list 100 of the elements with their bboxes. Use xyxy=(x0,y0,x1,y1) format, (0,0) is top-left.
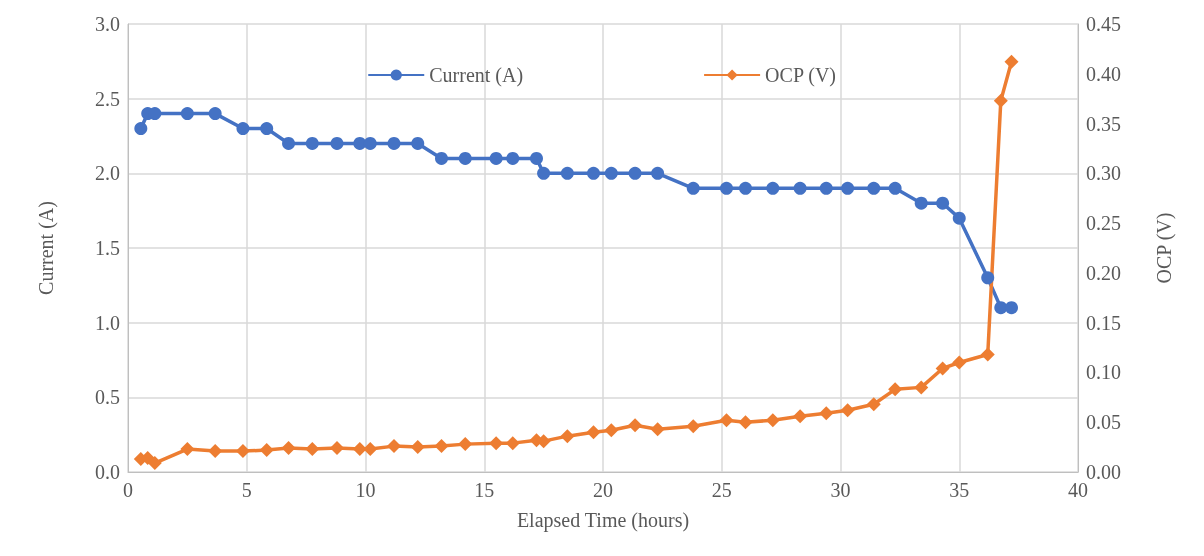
point xyxy=(434,439,449,454)
point xyxy=(330,441,344,456)
point xyxy=(530,151,543,165)
point xyxy=(410,440,425,455)
point xyxy=(604,423,619,438)
point xyxy=(914,380,929,395)
point xyxy=(363,136,377,150)
y-tick-label: 1.5 xyxy=(95,237,120,259)
x-tick-label: 15 xyxy=(474,479,495,501)
point xyxy=(411,136,425,150)
y2-tick-label: 0.00 xyxy=(1086,461,1121,483)
point xyxy=(888,181,902,195)
point xyxy=(560,429,575,444)
point xyxy=(765,413,780,428)
y2-tick-label: 0.10 xyxy=(1086,361,1121,384)
point xyxy=(180,107,194,121)
point xyxy=(134,122,148,136)
point xyxy=(980,347,995,362)
y-tick-label: 3.0 xyxy=(95,13,120,35)
point xyxy=(720,181,733,195)
point xyxy=(866,397,881,412)
point xyxy=(952,355,967,370)
point xyxy=(650,422,665,437)
point xyxy=(686,181,700,195)
point xyxy=(180,442,195,457)
point xyxy=(952,211,966,225)
point xyxy=(738,415,753,430)
x-tick-label: 25 xyxy=(711,479,732,501)
y-tick-label: 2.5 xyxy=(95,87,120,110)
y2-axis-title: OCP (V) xyxy=(1153,212,1176,284)
point xyxy=(458,151,472,165)
point xyxy=(236,122,250,136)
point xyxy=(353,136,367,150)
x-tick-label: 35 xyxy=(949,479,970,501)
point xyxy=(305,442,320,457)
y-tick-label: 0.0 xyxy=(95,461,120,483)
point xyxy=(888,382,903,397)
y-axis-title: Current (A) xyxy=(35,201,58,295)
point xyxy=(387,439,401,454)
point xyxy=(981,271,995,285)
point xyxy=(506,151,520,165)
point xyxy=(935,361,950,376)
y2-tick-label: 0.05 xyxy=(1086,411,1121,434)
point xyxy=(489,436,504,451)
point xyxy=(281,441,296,456)
y-tick-label: 0.5 xyxy=(95,386,120,409)
point xyxy=(458,437,473,452)
point xyxy=(994,301,1008,315)
point xyxy=(819,406,834,421)
point xyxy=(793,181,807,195)
y-tick-label: 1.0 xyxy=(95,311,120,334)
point xyxy=(352,442,367,457)
point xyxy=(208,107,222,121)
point xyxy=(489,151,503,165)
point xyxy=(686,419,701,434)
point xyxy=(363,442,378,457)
point xyxy=(993,93,1008,108)
x-tick-label: 30 xyxy=(830,479,851,501)
legend-label: Current (A) xyxy=(429,64,524,87)
point xyxy=(259,443,274,458)
point xyxy=(147,456,162,471)
point xyxy=(766,181,780,195)
x-axis-title: Elapsed Time (hours) xyxy=(516,509,690,532)
point xyxy=(914,196,928,210)
point xyxy=(841,181,855,195)
x-tick-label: 40 xyxy=(1068,479,1088,501)
y2-tick-label: 0.30 xyxy=(1086,162,1121,185)
y2-tick-label: 0.35 xyxy=(1086,112,1121,135)
point xyxy=(260,122,274,136)
point xyxy=(537,166,551,180)
y-tick-label: 2.0 xyxy=(95,162,120,185)
y2-tick-label: 0.25 xyxy=(1086,212,1121,235)
point xyxy=(560,166,574,180)
point xyxy=(208,444,223,459)
point xyxy=(587,166,600,180)
point xyxy=(387,136,401,150)
x-tick-label: 10 xyxy=(355,479,376,501)
point xyxy=(435,151,448,165)
x-tick-label: 0 xyxy=(123,479,133,501)
x-tick-label: 5 xyxy=(241,479,252,501)
point xyxy=(330,136,344,150)
legend-label: OCP (V) xyxy=(765,64,837,87)
y2-tick-label: 0.40 xyxy=(1086,62,1121,85)
point xyxy=(719,413,734,428)
point xyxy=(936,196,950,210)
point xyxy=(1005,301,1018,315)
point xyxy=(586,425,601,440)
point xyxy=(628,166,642,180)
point xyxy=(793,409,808,424)
point xyxy=(819,181,833,195)
point xyxy=(651,166,665,180)
point xyxy=(505,436,520,451)
point xyxy=(282,136,296,150)
x-tick-label: 20 xyxy=(593,479,613,501)
point xyxy=(840,403,855,418)
point xyxy=(604,166,618,180)
y2-tick-label: 0.15 xyxy=(1086,311,1121,334)
point xyxy=(628,418,643,433)
point xyxy=(739,181,752,195)
point xyxy=(305,136,319,150)
